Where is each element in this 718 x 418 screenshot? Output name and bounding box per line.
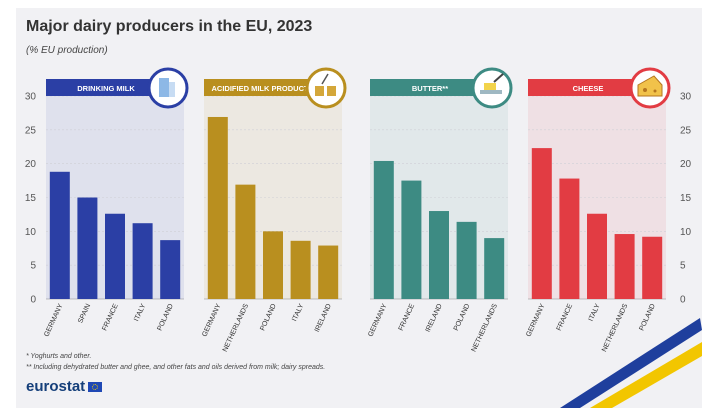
butter-block-shape bbox=[484, 83, 496, 90]
spoon-shape bbox=[321, 73, 329, 85]
y-tick-left-4: 20 bbox=[25, 159, 37, 170]
cheese-hole bbox=[643, 88, 647, 92]
y-tick-right-1: 5 bbox=[680, 261, 686, 272]
bar-france bbox=[401, 180, 422, 299]
y-tick-right-4: 20 bbox=[680, 159, 692, 170]
panel-header bbox=[370, 79, 498, 96]
category-label: NETHERLANDS bbox=[471, 303, 500, 353]
category-label: GERMANY bbox=[367, 303, 388, 338]
chart-title: Major dairy producers in the EU, 2023 bbox=[26, 18, 313, 35]
butter-dish-shape bbox=[480, 90, 502, 94]
panel-header bbox=[204, 79, 332, 96]
category-label: ITALY bbox=[133, 303, 147, 323]
bar-germany bbox=[373, 160, 394, 299]
category-label: POLAND bbox=[638, 303, 657, 332]
category-label: ITALY bbox=[588, 303, 602, 323]
y-tick-left-1: 5 bbox=[30, 261, 36, 272]
category-label: FRANCE bbox=[101, 303, 120, 332]
bar-germany bbox=[531, 148, 552, 299]
bar-poland bbox=[263, 231, 283, 299]
footnote-2: ** Including dehydrated butter and ghee,… bbox=[26, 364, 326, 371]
bar-italy bbox=[587, 213, 607, 299]
chart-card bbox=[16, 8, 702, 408]
yoghurt-cup-shape bbox=[315, 86, 324, 96]
panel-header bbox=[528, 79, 656, 96]
category-label: GERMANY bbox=[201, 303, 222, 338]
bar-italy bbox=[132, 223, 153, 299]
bar-netherlands bbox=[614, 234, 635, 299]
y-tick-right-6: 30 bbox=[680, 92, 692, 103]
category-label: NETHERLANDS bbox=[601, 303, 630, 353]
y-tick-right-0: 0 bbox=[680, 295, 686, 306]
category-label: NETHERLANDS bbox=[222, 303, 251, 353]
y-tick-left-0: 0 bbox=[30, 295, 36, 306]
bar-poland bbox=[642, 236, 663, 299]
y-tick-left-2: 10 bbox=[25, 227, 37, 238]
yoghurt-cup-shape bbox=[327, 86, 336, 96]
panel-cheese: CHEESE GERMANY FRANCE ITALY NETHERLANDS POLAN… bbox=[525, 67, 671, 353]
milk-carton-shape bbox=[159, 78, 169, 97]
eurostat-logo: eurostat bbox=[26, 378, 103, 395]
milk-carton-side bbox=[169, 82, 175, 97]
y-tick-right-5: 25 bbox=[680, 125, 692, 136]
yoghurt-cups-icon bbox=[305, 67, 347, 109]
bar-germany bbox=[49, 171, 70, 299]
bar-ireland bbox=[318, 245, 339, 299]
category-label: POLAND bbox=[259, 303, 278, 332]
bar-france bbox=[105, 213, 125, 299]
category-label: GERMANY bbox=[525, 303, 546, 338]
bar-france bbox=[559, 178, 580, 299]
decorative-stripe-blue bbox=[560, 318, 702, 408]
category-label: FRANCE bbox=[398, 303, 417, 332]
panel-title: DRINKING MILK bbox=[77, 84, 135, 93]
panel-header bbox=[46, 79, 174, 96]
panel-acidified: ACIDIFIED MILK PRODUCTS* GERMANY NETHERLAN… bbox=[201, 67, 347, 353]
bar-poland bbox=[456, 221, 477, 299]
bar-netherlands bbox=[484, 238, 505, 299]
y-tick-left-6: 30 bbox=[25, 92, 37, 103]
category-label: IRELAND bbox=[314, 303, 333, 333]
bar-netherlands bbox=[235, 184, 256, 299]
y-tick-right-3: 15 bbox=[680, 193, 692, 204]
eu-flag-icon bbox=[88, 381, 103, 392]
y-tick-left-3: 15 bbox=[25, 193, 37, 204]
bar-spain bbox=[77, 197, 98, 299]
logo-text: eurostat bbox=[26, 378, 86, 395]
bar-poland bbox=[160, 240, 181, 299]
bar-germany bbox=[207, 116, 228, 299]
decorative-stripe-yellow bbox=[590, 342, 702, 408]
panel-title: CHEESE bbox=[573, 84, 604, 93]
panel-title: ACIDIFIED MILK PRODUCTS* bbox=[212, 84, 317, 93]
y-tick-left-5: 25 bbox=[25, 125, 37, 136]
knife-shape bbox=[493, 73, 504, 83]
panel-drinking_milk: DRINKING MILK GERMANY SPAIN FRANCE ITALY POLA… bbox=[43, 67, 189, 338]
category-label: SPAIN bbox=[77, 303, 92, 325]
category-label: POLAND bbox=[156, 303, 175, 332]
footnote-1: * Yoghurts and other. bbox=[26, 353, 92, 360]
chart-subtitle: (% EU production) bbox=[26, 45, 108, 56]
panel-title: BUTTER** bbox=[412, 84, 448, 93]
category-label: ITALY bbox=[291, 303, 305, 323]
category-label: GERMANY bbox=[43, 303, 64, 338]
y-tick-right-2: 10 bbox=[680, 227, 692, 238]
bar-italy bbox=[290, 240, 311, 299]
category-label: IRELAND bbox=[425, 303, 444, 333]
category-label: FRANCE bbox=[556, 303, 575, 332]
category-label: POLAND bbox=[453, 303, 472, 332]
panel-butter: BUTTER** GERMANY FRANCE IRELAND POLAND NETHER… bbox=[367, 67, 513, 353]
cheese-hole bbox=[653, 89, 657, 93]
bar-ireland bbox=[429, 211, 449, 299]
